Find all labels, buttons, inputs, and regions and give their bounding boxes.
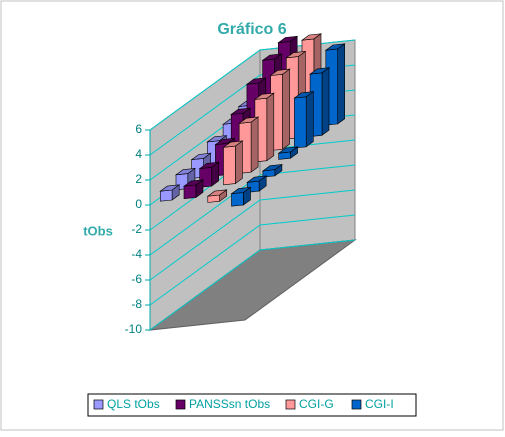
bar-top <box>253 92 275 100</box>
bar-top <box>206 189 228 197</box>
legend-swatch <box>285 399 296 410</box>
bar-side <box>321 67 330 136</box>
y-tick-label: 6 <box>135 122 142 136</box>
bar-side <box>250 116 259 173</box>
bar-top <box>198 161 220 170</box>
bar <box>261 163 283 178</box>
bar-side <box>282 68 290 150</box>
bar-top <box>277 35 299 44</box>
y-tick-label: -10 <box>125 322 143 336</box>
legend-label: CGI-G <box>299 397 334 411</box>
bar <box>277 146 299 160</box>
bar-top <box>293 91 315 99</box>
bar-top <box>238 116 260 124</box>
bar-top <box>190 152 212 161</box>
bar-front <box>231 192 244 207</box>
y-axis-label: tObs <box>83 223 113 238</box>
legend-swatch <box>93 399 104 410</box>
y-tick-label: 2 <box>135 172 142 186</box>
bar-side <box>305 91 314 148</box>
y-tick-label: 0 <box>135 197 142 211</box>
bar-top <box>261 53 283 61</box>
plot-area: 6 4 2 0 -2 -4 -6 -8 -10 <box>125 33 357 336</box>
bar <box>230 186 252 207</box>
bar-side <box>337 43 346 125</box>
chart-title: Gráfico 6 <box>217 21 286 38</box>
grid-line <box>149 164 356 256</box>
grid-line <box>149 214 356 306</box>
bar-front <box>160 189 173 202</box>
bar-top <box>174 167 196 176</box>
bar-top <box>230 107 252 115</box>
y-tick-label: -6 <box>131 272 142 286</box>
grid-line <box>149 39 356 131</box>
legend: QLS tObs PANSSsn tObs CGI-G CGI-I <box>93 397 394 411</box>
bar <box>222 140 244 186</box>
bar-side <box>235 140 243 185</box>
bar-front <box>294 96 307 149</box>
bar <box>293 91 315 149</box>
bar-top <box>230 186 252 195</box>
bar-top <box>324 43 346 51</box>
bar-side <box>266 92 275 162</box>
bar-top <box>222 140 244 148</box>
legend-label: QLS tObs <box>107 397 160 411</box>
bar-top <box>261 164 283 172</box>
bar-top <box>309 67 331 75</box>
bar-top <box>285 50 307 59</box>
legend-label: CGI-I <box>365 397 394 411</box>
bar-top <box>277 146 299 154</box>
bar-top <box>214 137 236 146</box>
y-tick-label: -4 <box>131 247 142 261</box>
bar <box>253 92 275 163</box>
bar-top <box>206 135 228 143</box>
bar-front <box>223 145 236 186</box>
grid-line <box>149 189 356 281</box>
bar-front <box>183 184 197 200</box>
legend-swatch <box>175 399 186 410</box>
bar-top <box>182 179 205 187</box>
legend-box <box>87 393 417 417</box>
y-tick-label: 4 <box>135 147 142 161</box>
bar <box>182 179 205 200</box>
bar-top <box>300 33 323 41</box>
y-tick-label: -2 <box>131 222 142 236</box>
bar-top <box>246 175 268 183</box>
bar-top <box>269 68 291 76</box>
y-tick-label: -8 <box>131 297 142 311</box>
grid-line <box>149 239 356 331</box>
bar <box>206 189 228 203</box>
legend-label: PANSSsn tObs <box>189 397 270 411</box>
bar <box>159 184 181 202</box>
bar-top <box>245 77 267 85</box>
legend-swatch <box>351 399 362 410</box>
bar-top <box>159 184 181 192</box>
